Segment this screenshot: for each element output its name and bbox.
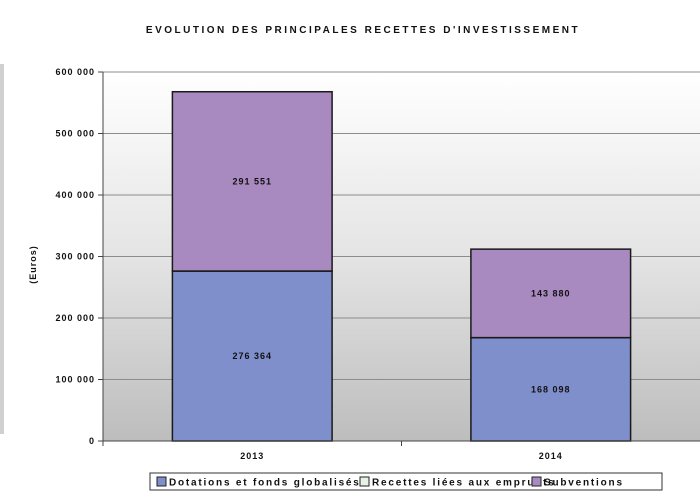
x-tick-label: 2013	[240, 451, 264, 461]
y-tick-label: 200 000	[55, 313, 95, 323]
data-label: 143 880	[531, 288, 571, 298]
legend-swatch	[359, 476, 370, 487]
data-label: 276 364	[232, 351, 272, 361]
y-tick-label: 0	[89, 436, 95, 446]
y-axis-ticks: 0 100 000 200 000 300 000 400 000 500 000 600 …	[55, 67, 104, 446]
x-axis-ticks: 2013 2014	[102, 440, 700, 461]
left-edge	[0, 64, 4, 434]
legend-label: Dotations et fonds globalisés	[169, 478, 361, 489]
y-tick-label: 600 000	[55, 67, 95, 77]
legend-label: Recettes liées aux emprunts	[372, 478, 556, 489]
data-label: 291 551	[232, 176, 272, 186]
y-axis-label: (Euros)	[28, 245, 38, 284]
legend: Dotations et fonds globalisés Recettes li…	[149, 472, 663, 491]
y-tick-label: 500 000	[55, 129, 95, 139]
y-tick-label: 300 000	[55, 252, 95, 262]
chart-title: EVOLUTION DES PRINCIPALES RECETTES D'INV…	[146, 25, 580, 36]
y-tick-label: 400 000	[55, 190, 95, 200]
bar-segment	[470, 336, 632, 442]
legend-swatch	[156, 476, 167, 487]
x-tick-label: 2014	[539, 451, 563, 461]
bar-segment	[470, 248, 632, 339]
legend-swatch	[531, 476, 542, 487]
data-label: 168 098	[531, 384, 571, 394]
bar-segment	[171, 90, 333, 272]
y-tick-label: 100 000	[55, 375, 95, 385]
legend-label: Subventions	[544, 478, 624, 489]
